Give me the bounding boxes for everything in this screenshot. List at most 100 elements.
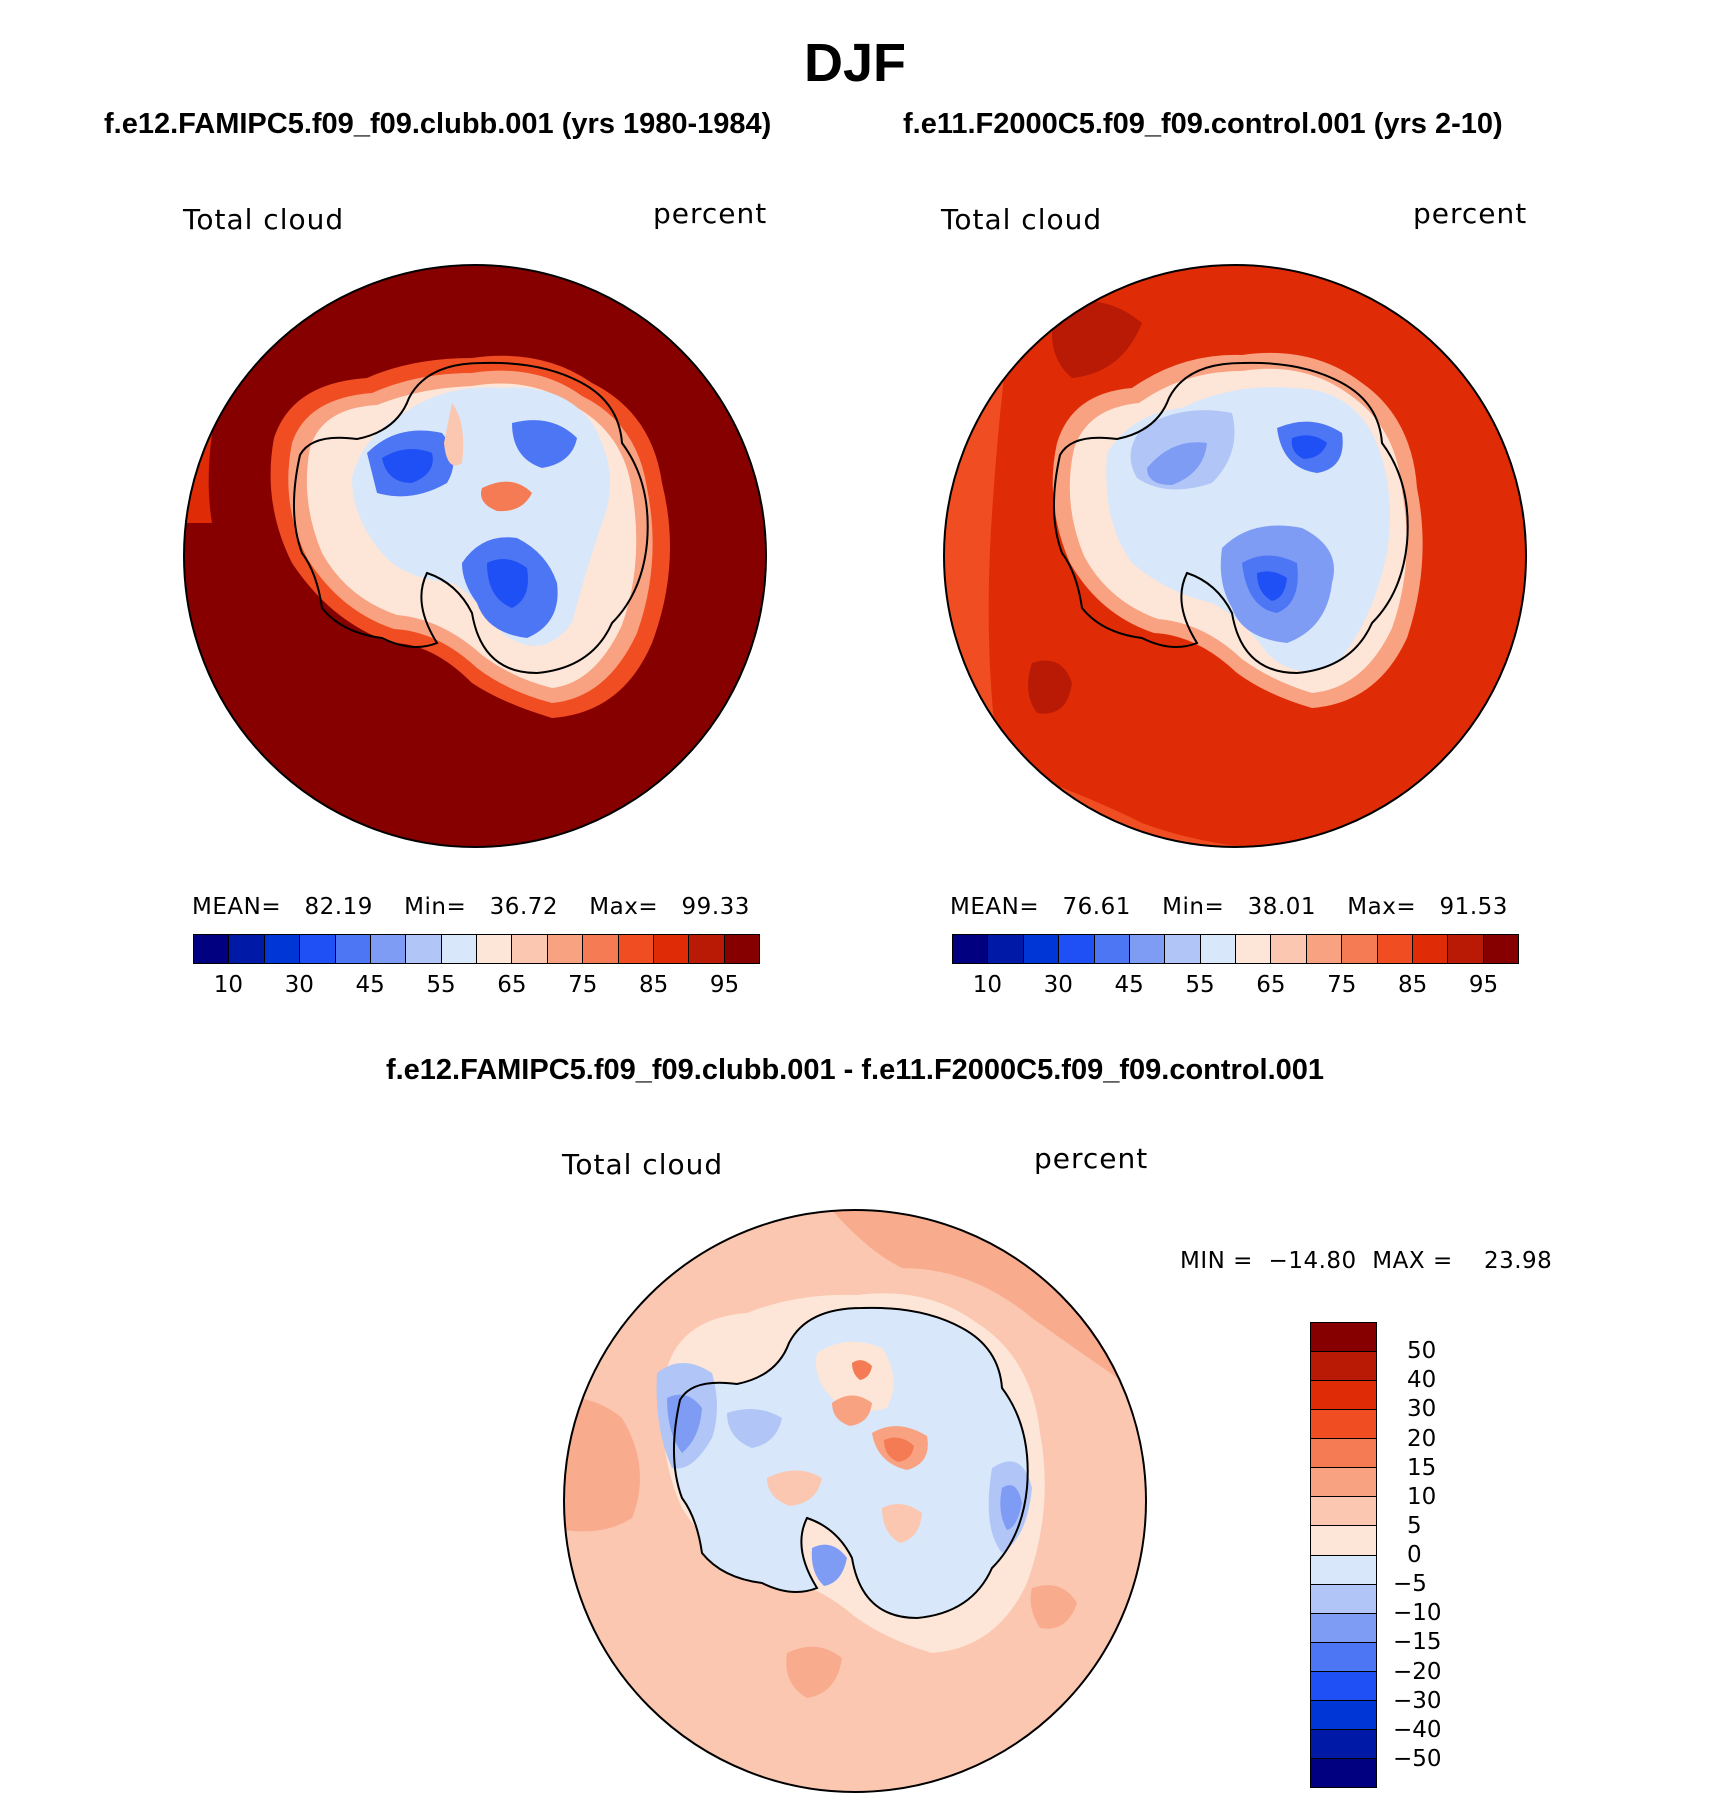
- colorbar-tick-label: 65: [497, 972, 527, 998]
- diff-polar-map: [563, 1209, 1147, 1793]
- diff-units-label: percent: [1034, 1142, 1149, 1175]
- colorbar-tick-label: 40: [1407, 1367, 1437, 1394]
- colorbar-box: [300, 935, 336, 963]
- colorbar-tick-label: 10: [972, 972, 1003, 998]
- colorbar-tick-label: 55: [426, 972, 456, 998]
- left-polar-map: [183, 264, 767, 848]
- colorbar-box: [512, 935, 548, 963]
- colorbar-box: [724, 935, 759, 963]
- colorbar-tick-label: −20: [1393, 1658, 1442, 1685]
- colorbar-box: [229, 935, 265, 963]
- figure-title: DJF: [803, 33, 906, 93]
- colorbar-tick-label: 0: [1407, 1542, 1422, 1568]
- left-colorbar-labels: 10 30 45 55 65 75 85 95: [193, 972, 760, 1002]
- colorbar-box: [1448, 935, 1484, 963]
- colorbar-box: [1311, 1671, 1376, 1701]
- colorbar-box: [1311, 1381, 1376, 1411]
- diff-stats: MIN = −14.80 MAX = 23.98: [1180, 1248, 1552, 1274]
- colorbar-tick-label: 5: [1407, 1512, 1422, 1539]
- colorbar-tick-label: 95: [1468, 972, 1499, 998]
- colorbar-box: [1023, 935, 1060, 963]
- colorbar-box: [1059, 935, 1095, 963]
- colorbar-box: [441, 935, 477, 963]
- colorbar-tick-label: 65: [1256, 972, 1286, 998]
- colorbar-box: [1412, 935, 1449, 963]
- diff-case-title: f.e12.FAMIPC5.f09_f09.clubb.001 - f.e11.…: [385, 1054, 1325, 1086]
- colorbar-box: [1311, 1729, 1376, 1759]
- colorbar-box: [1311, 1584, 1376, 1614]
- colorbar-tick-label: 10: [213, 972, 244, 998]
- colorbar-tick-label: 20: [1407, 1425, 1437, 1452]
- diff-min-value: −14.80: [1268, 1248, 1357, 1274]
- colorbar-box: [406, 935, 442, 963]
- colorbar-box: [1311, 1758, 1376, 1787]
- colorbar-box: [988, 935, 1024, 963]
- colorbar-box: [1311, 1410, 1376, 1440]
- colorbar-tick-label: 75: [568, 972, 598, 998]
- colorbar-box: [1311, 1439, 1376, 1469]
- colorbar-box: [1311, 1468, 1376, 1498]
- colorbar-box: [1311, 1555, 1376, 1585]
- colorbar-box: [1311, 1526, 1376, 1556]
- colorbar-box: [1236, 935, 1272, 963]
- colorbar-box: [1377, 935, 1413, 963]
- right-units-label: percent: [1413, 197, 1528, 230]
- colorbar-box: [583, 935, 619, 963]
- colorbar-box: [689, 935, 725, 963]
- right-max-label: Max=: [1347, 894, 1417, 920]
- colorbar-box: [1311, 1352, 1376, 1382]
- colorbar-box: [1165, 935, 1201, 963]
- colorbar-tick-label: −10: [1393, 1600, 1442, 1627]
- colorbar-box: [1129, 935, 1166, 963]
- colorbar-tick-label: −40: [1393, 1716, 1442, 1743]
- right-case-title: f.e11.F2000C5.f09_f09.control.001 (yrs 2…: [903, 108, 1503, 140]
- colorbar-tick-label: −5: [1393, 1571, 1427, 1598]
- colorbar-tick-label: 30: [1043, 972, 1073, 998]
- colorbar-box: [653, 935, 690, 963]
- right-max-value: 91.53: [1439, 894, 1508, 920]
- left-colorbar: [193, 934, 760, 964]
- colorbar-box: [335, 935, 371, 963]
- right-stats: MEAN= 76.61 Min= 38.01 Max= 91.53: [950, 894, 1508, 920]
- colorbar-box: [547, 935, 584, 963]
- colorbar-box: [1306, 935, 1343, 963]
- colorbar-tick-label: −50: [1393, 1745, 1442, 1772]
- colorbar-tick-label: 50: [1407, 1338, 1437, 1365]
- colorbar-box: [1311, 1700, 1376, 1730]
- colorbar-box: [370, 935, 407, 963]
- left-min-label: Min=: [404, 894, 467, 920]
- right-min-label: Min=: [1162, 894, 1225, 920]
- colorbar-box: [1311, 1613, 1376, 1643]
- colorbar-tick-label: −15: [1393, 1629, 1442, 1656]
- colorbar-box: [1094, 935, 1130, 963]
- left-max-label: Max=: [589, 894, 659, 920]
- diff-variable-label: Total cloud: [562, 1148, 724, 1181]
- colorbar-box: [1200, 935, 1236, 963]
- colorbar-box: [1342, 935, 1378, 963]
- colorbar-tick-label: 30: [1407, 1396, 1437, 1423]
- colorbar-box: [1311, 1497, 1376, 1527]
- diff-colorbar: [1310, 1322, 1377, 1788]
- right-polar-map: [943, 264, 1527, 848]
- colorbar-box: [194, 935, 230, 963]
- colorbar-tick-label: 85: [639, 972, 669, 998]
- left-min-value: 36.72: [489, 894, 559, 920]
- colorbar-box: [1311, 1642, 1376, 1672]
- colorbar-box: [264, 935, 301, 963]
- colorbar-box: [953, 935, 989, 963]
- left-mean-value: 82.19: [304, 894, 373, 920]
- colorbar-tick-label: 15: [1407, 1454, 1437, 1481]
- left-case-title: f.e12.FAMIPC5.f09_f09.clubb.001 (yrs 198…: [104, 108, 772, 140]
- right-colorbar-labels: 10 30 45 55 65 75 85 95: [952, 972, 1519, 1002]
- diff-min-label: MIN =: [1180, 1248, 1253, 1274]
- right-mean-value: 76.61: [1062, 894, 1131, 920]
- colorbar-tick-label: 75: [1327, 972, 1357, 998]
- right-variable-label: Total cloud: [941, 203, 1103, 236]
- colorbar-tick-label: 95: [709, 972, 740, 998]
- colorbar-box: [1483, 935, 1518, 963]
- colorbar-tick-label: 10: [1407, 1483, 1437, 1510]
- colorbar-tick-label: 45: [1114, 972, 1144, 998]
- left-max-value: 99.33: [681, 894, 750, 920]
- left-mean-label: MEAN=: [192, 894, 282, 920]
- left-stats: MEAN= 82.19 Min= 36.72 Max= 99.33: [192, 894, 750, 920]
